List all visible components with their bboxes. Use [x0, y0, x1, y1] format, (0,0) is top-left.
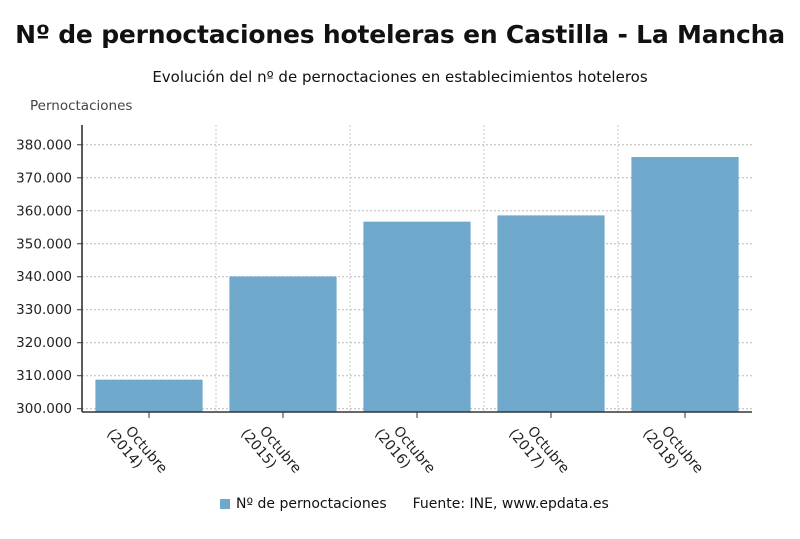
- bar: [95, 379, 203, 412]
- legend-series-label: Nº de pernoctaciones: [236, 496, 387, 512]
- y-tick-label: 350.000: [16, 236, 72, 252]
- y-tick-label: 340.000: [16, 269, 72, 285]
- x-tick-label: Octubre(2017): [505, 416, 572, 487]
- x-tick-label: Octubre(2018): [639, 416, 706, 487]
- y-axis-label: Pernoctaciones: [30, 98, 133, 114]
- y-tick-label: 300.000: [16, 401, 72, 417]
- legend-swatch: [220, 499, 230, 509]
- bar: [631, 156, 739, 412]
- y-tick-label: 330.000: [16, 302, 72, 318]
- y-tick-label: 310.000: [16, 368, 72, 384]
- legend: Nº de pernoctaciones Fuente: INE, www.ep…: [220, 496, 609, 512]
- x-tick-label: Octubre(2016): [371, 416, 438, 487]
- y-tick-label: 380.000: [16, 137, 72, 153]
- x-tick-label: Octubre(2015): [237, 416, 304, 487]
- y-tick-label: 360.000: [16, 203, 72, 219]
- chart-title: Nº de pernoctaciones hoteleras en Castil…: [15, 20, 785, 49]
- source-note: Fuente: INE, www.epdata.es: [412, 496, 609, 512]
- y-tick-label: 320.000: [16, 335, 72, 351]
- y-tick-label: 370.000: [16, 170, 72, 186]
- x-tick-label: Octubre(2014): [103, 416, 170, 487]
- bar: [363, 221, 471, 412]
- bar: [229, 276, 337, 412]
- chart-subtitle: Evolución del nº de pernoctaciones en es…: [152, 68, 648, 86]
- bar: [497, 215, 605, 412]
